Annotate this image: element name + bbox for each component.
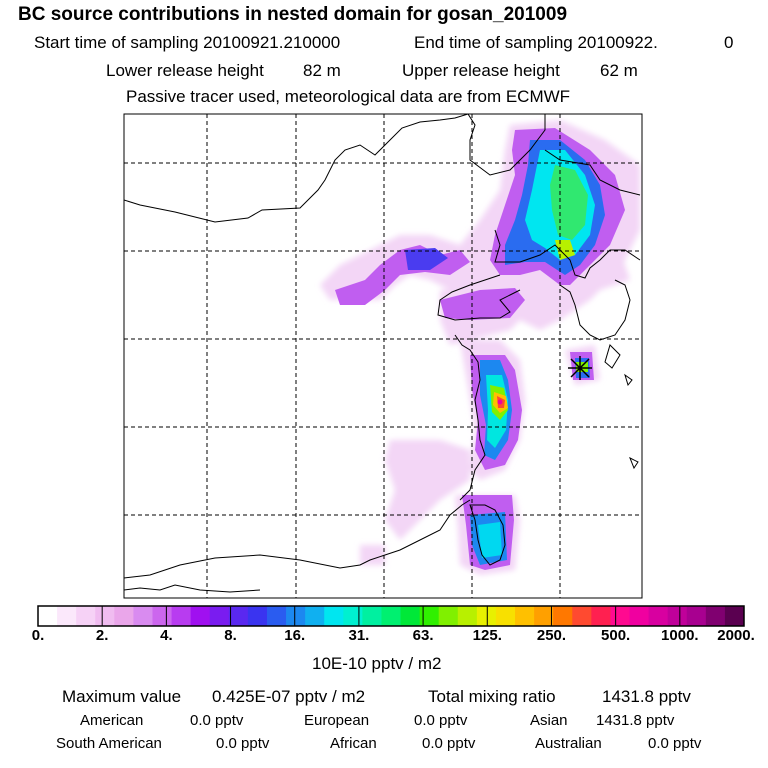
colorbar-swatch bbox=[629, 606, 650, 626]
colorbar-swatch bbox=[648, 606, 669, 626]
colorbar-swatch bbox=[610, 606, 631, 626]
region-value: 0.0 pptv bbox=[414, 712, 468, 729]
region-value: 0.0 pptv bbox=[422, 735, 476, 752]
colorbar-tick-label: 4. bbox=[160, 627, 173, 644]
colorbar-swatch bbox=[534, 606, 554, 626]
colorbar-tick-label: 2. bbox=[95, 627, 109, 644]
region-value: 0.0 pptv bbox=[648, 735, 702, 752]
colorbar-swatch bbox=[362, 606, 382, 626]
colorbar-swatch bbox=[324, 606, 344, 626]
colorbar-swatch bbox=[247, 606, 268, 626]
colorbar bbox=[37, 605, 745, 627]
colorbar-swatch bbox=[495, 606, 516, 626]
colorbar-tick-label: 2000. bbox=[717, 627, 755, 644]
map-title: BC source contributions in nested domain… bbox=[18, 4, 568, 25]
upper-release-value: 62 m bbox=[600, 61, 638, 80]
colorbar-tick-label: 63. bbox=[412, 627, 434, 644]
region-name: African bbox=[330, 735, 377, 752]
colorbar-swatch bbox=[572, 606, 592, 626]
start-time-label: Start time of sampling 20100921.210000 bbox=[34, 33, 341, 52]
region-name: Australian bbox=[535, 735, 602, 752]
colorbar-swatch bbox=[553, 606, 573, 626]
lower-release-label: Lower release height bbox=[106, 61, 264, 80]
colorbar-swatch bbox=[381, 606, 402, 626]
colorbar-tick-label: 125. bbox=[472, 627, 502, 644]
colorbar-swatch bbox=[190, 606, 211, 626]
colorbar-swatch bbox=[438, 606, 459, 626]
region-name: South American bbox=[56, 735, 162, 752]
colorbar-tick-label: 0. bbox=[31, 627, 45, 644]
colorbar-swatch bbox=[705, 606, 726, 626]
total-mixing-value: 1431.8 pptv bbox=[602, 687, 691, 706]
colorbar-swatch bbox=[152, 606, 173, 626]
upper-release-label: Upper release height bbox=[402, 61, 560, 80]
end-time-label: End time of sampling 20100922. bbox=[414, 33, 658, 52]
colorbar-tick-label: 500. bbox=[601, 627, 631, 644]
colorbar-unit: 10E-10 pptv / m2 bbox=[312, 654, 442, 673]
colorbar-swatch bbox=[457, 606, 478, 626]
colorbar-swatch bbox=[476, 606, 497, 626]
colorbar-swatch bbox=[38, 606, 58, 626]
region-value: 0.0 pptv bbox=[190, 712, 244, 729]
colorbar-tick-label: 8. bbox=[224, 627, 237, 644]
colorbar-swatch bbox=[266, 606, 287, 626]
colorbar-swatch bbox=[133, 606, 153, 626]
tracer-note: Passive tracer used, meteorological data… bbox=[126, 87, 571, 106]
colorbar-swatch bbox=[667, 606, 688, 626]
colorbar-tick-label: 31. bbox=[348, 627, 370, 644]
colorbar-swatch bbox=[400, 606, 421, 626]
total-mixing-label: Total mixing ratio bbox=[428, 687, 556, 706]
colorbar-swatch bbox=[686, 606, 707, 626]
region-name: American bbox=[80, 712, 144, 729]
colorbar-swatch bbox=[286, 606, 306, 626]
colorbar-swatch bbox=[57, 606, 77, 626]
colorbar-swatch bbox=[419, 606, 440, 626]
colorbar-swatch bbox=[209, 606, 230, 626]
lower-release-value: 82 m bbox=[303, 61, 341, 80]
max-value: 0.425E-07 pptv / m2 bbox=[212, 687, 366, 706]
colorbar-tick-label: 250. bbox=[536, 627, 567, 644]
end-time-value: 0 bbox=[724, 33, 734, 52]
region-name: Asian bbox=[530, 712, 568, 729]
colorbar-swatch bbox=[95, 606, 115, 626]
colorbar-swatch bbox=[515, 606, 535, 626]
colorbar-swatch bbox=[724, 606, 745, 626]
colorbar-tick-label: 1000. bbox=[661, 627, 699, 644]
receptor-asterisk-icon bbox=[568, 356, 592, 380]
region-value: 1431.8 pptv bbox=[596, 712, 675, 729]
colorbar-swatch bbox=[305, 606, 325, 626]
lat-lon-grid bbox=[124, 114, 642, 598]
colorbar-swatch bbox=[114, 606, 134, 626]
colorbar-frame bbox=[37, 605, 745, 627]
region-name: European bbox=[304, 712, 370, 729]
max-value-label: Maximum value bbox=[62, 687, 182, 706]
colorbar-swatch bbox=[76, 606, 96, 626]
coastlines bbox=[124, 114, 641, 593]
colorbar-swatch bbox=[343, 606, 363, 626]
map-frame bbox=[123, 113, 643, 599]
region-value: 0.0 pptv bbox=[216, 735, 270, 752]
colorbar-swatch bbox=[591, 606, 611, 626]
colorbar-swatch bbox=[171, 606, 192, 626]
colorbar-tick-label: 16. bbox=[284, 627, 306, 644]
colorbar-swatch bbox=[228, 606, 249, 626]
